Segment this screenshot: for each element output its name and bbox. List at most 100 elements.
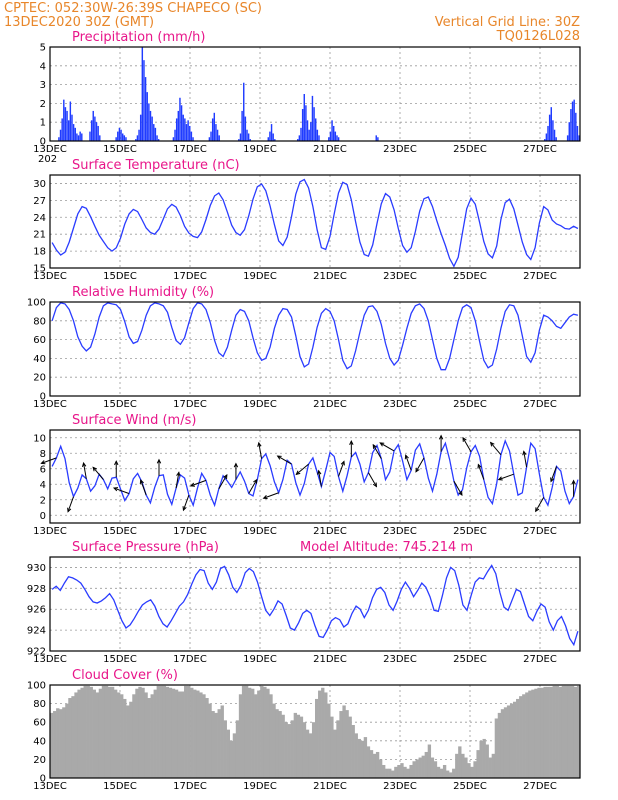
cloud-bar	[74, 692, 78, 778]
precip-bar	[67, 120, 70, 141]
cloud-bar	[123, 698, 127, 778]
cloud-bar	[50, 712, 54, 778]
cloud-bar	[549, 686, 553, 778]
wind-arrow-head	[257, 441, 262, 447]
cloud-bar	[159, 685, 164, 778]
x-tick-label: 19DEC	[243, 781, 277, 792]
precip-bar	[318, 135, 320, 141]
wind-arrow-head	[317, 469, 322, 475]
cloud-bar	[470, 766, 474, 778]
precip-bar	[545, 133, 548, 141]
cloud-bar	[174, 689, 179, 778]
precip-bar	[329, 131, 332, 141]
x-tick-label: 25DEC	[453, 654, 487, 665]
precip-bar	[143, 60, 145, 141]
cloud-bar	[217, 709, 221, 778]
precip-bar	[211, 118, 214, 141]
cloud-bar	[263, 686, 267, 778]
wind-arrow-head	[550, 477, 555, 483]
precip-bar	[141, 47, 144, 141]
wind-arrow	[489, 441, 502, 456]
panel-temperature: Surface Temperature (nC) 15 18 21 24 27 30 13DE…	[33, 158, 581, 282]
y-tick-label: 0	[40, 137, 46, 148]
precip-bar	[578, 135, 580, 141]
wind-arrow-shaft	[248, 479, 258, 494]
y-tick-label: 926	[27, 605, 46, 616]
cloud-bar	[184, 685, 188, 778]
precip-bar	[377, 137, 379, 141]
cloud-bar	[385, 768, 389, 778]
cloud-bar	[324, 692, 328, 778]
precip-bar	[555, 137, 557, 141]
precip-bar	[334, 131, 337, 141]
y-tick-label: 928	[27, 584, 46, 595]
cloud-bar	[80, 687, 84, 778]
wind-arrow-head	[114, 460, 119, 466]
precip-bar	[58, 137, 60, 141]
cloud-bar	[391, 770, 395, 778]
cloud-bar	[165, 686, 170, 778]
precip-bar	[216, 129, 219, 141]
wind-arrow	[92, 466, 104, 480]
cloud-bar	[56, 708, 60, 778]
x-tick-label: 25DEC	[453, 399, 487, 410]
cloud-bar	[229, 740, 234, 778]
cloud-bar	[491, 753, 496, 778]
precip-bar	[274, 139, 276, 141]
cloud-bar	[476, 750, 480, 778]
wind-arrow-shaft	[140, 479, 147, 496]
wind-arrow-head	[40, 460, 46, 465]
precip-bar	[79, 131, 81, 141]
cloud-bar	[251, 688, 255, 778]
precip-bar	[576, 125, 579, 141]
wind-arrow-shaft	[277, 455, 292, 465]
wind-arrow-head	[81, 461, 87, 468]
cloud-bar	[302, 722, 307, 778]
cloud-bar	[199, 692, 203, 778]
cloud-bar	[449, 772, 453, 778]
wind-arrow	[497, 473, 514, 481]
cloud-bar	[500, 709, 505, 778]
cloud-bar	[92, 689, 96, 778]
wind-arrow-shaft	[523, 451, 528, 468]
panel-frame	[49, 429, 581, 524]
panel-frame	[49, 556, 581, 652]
precip-bar	[300, 127, 302, 141]
header-grid-note: Vertical Grid Line: 30Z	[435, 15, 580, 30]
x-tick-label: 19DEC	[243, 144, 277, 155]
cloud-bar	[558, 686, 563, 778]
x-tick-label: 17DEC	[173, 526, 207, 537]
y-tick-label: 80	[33, 316, 46, 327]
series-line	[51, 178, 579, 268]
wind-arrow	[415, 457, 425, 473]
x-tick-label: 23DEC	[383, 781, 417, 792]
precip-bar	[149, 110, 152, 141]
wind-arrow	[317, 469, 322, 487]
cloud-bar	[226, 729, 231, 778]
cloud-bar	[576, 685, 581, 778]
precip-bar	[241, 110, 243, 141]
precip-bar	[175, 118, 178, 141]
cloud-bar	[494, 718, 499, 778]
x-tick-label: 17DEC	[173, 144, 207, 155]
wind-arrow	[404, 454, 412, 471]
wind-arrow-shaft	[372, 444, 382, 459]
cloud-bar	[445, 770, 450, 778]
cloud-bar	[485, 744, 489, 778]
cloud-bar	[427, 744, 432, 778]
cloud-bar	[375, 751, 380, 778]
wind-arrow-head	[477, 463, 482, 469]
cloud-bar	[327, 703, 331, 778]
wind-arrow	[189, 479, 207, 487]
cloud-bar	[433, 761, 438, 778]
y-tick-label: 24	[33, 213, 46, 224]
cloud-bar	[104, 685, 109, 778]
cloud-bar	[552, 685, 556, 778]
cloud-bar	[360, 740, 365, 778]
x-tick-label: 15DEC	[103, 654, 137, 665]
precip-bar	[316, 129, 319, 141]
x-tick-label: 27DEC	[523, 144, 557, 155]
panel-title: Precipitation (mm/h)	[72, 30, 205, 45]
panel-wind: Surface Wind (m/s) 0 2 4 6 8 10 13DEC 15DEC 17DEC…	[33, 413, 581, 537]
precip-bar	[74, 127, 76, 141]
